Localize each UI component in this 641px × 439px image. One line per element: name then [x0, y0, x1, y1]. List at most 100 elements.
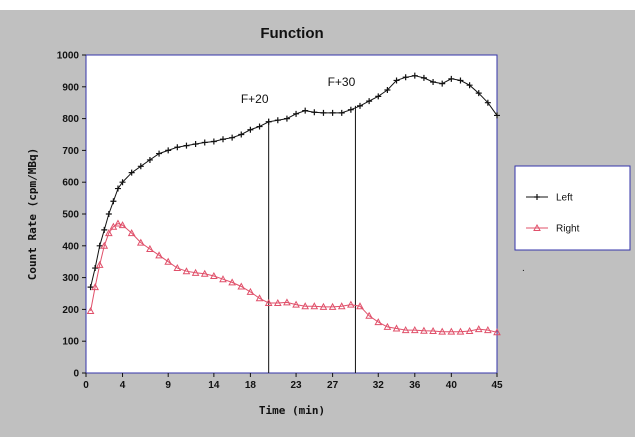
- x-tick-label: 32: [373, 380, 385, 391]
- x-axis-title: Time (min): [259, 404, 325, 417]
- data-point: [534, 194, 540, 200]
- plot-area: [85, 54, 498, 374]
- data-point: [201, 139, 208, 146]
- data-point: [220, 136, 226, 143]
- y-tick-label: 0: [73, 369, 79, 380]
- data-point: [183, 142, 190, 149]
- data-point: [448, 75, 455, 82]
- data-point: [311, 109, 318, 116]
- data-point: [310, 302, 319, 310]
- legend-item: Right: [526, 224, 580, 235]
- annotation-label: F+30: [328, 75, 356, 89]
- data-point: [439, 80, 446, 87]
- data-point: [256, 123, 263, 130]
- data-point: [401, 326, 410, 334]
- data-point: [173, 264, 182, 272]
- data-point: [319, 302, 328, 310]
- data-point: [210, 138, 217, 145]
- data-point: [155, 251, 163, 259]
- y-tick-label: 200: [62, 305, 79, 316]
- data-point: [328, 302, 337, 310]
- data-point: [494, 112, 500, 119]
- data-point: [466, 82, 473, 89]
- data-point: [475, 90, 482, 97]
- data-point: [228, 278, 236, 286]
- data-point: [119, 179, 126, 186]
- y-tick-label: 800: [62, 114, 79, 125]
- data-point: [118, 221, 127, 229]
- data-point: [493, 328, 501, 336]
- data-point: [347, 300, 355, 308]
- data-point: [192, 141, 199, 148]
- data-point: [191, 268, 200, 276]
- x-tick-label: 18: [245, 380, 257, 391]
- data-point: [329, 109, 336, 116]
- data-point: [384, 86, 391, 93]
- data-point: [292, 300, 300, 308]
- data-point: [127, 229, 136, 237]
- x-tick-label: 14: [208, 380, 220, 391]
- data-point: [411, 72, 418, 79]
- data-point: [104, 229, 113, 237]
- data-point: [393, 77, 400, 84]
- data-point: [174, 144, 181, 151]
- data-point: [338, 109, 345, 116]
- data-point: [165, 147, 172, 154]
- data-point: [429, 326, 437, 335]
- data-point: [410, 326, 419, 334]
- x-tick-label: 40: [446, 380, 458, 391]
- y-tick-label: 300: [62, 273, 79, 284]
- data-point: [210, 271, 218, 280]
- data-point: [100, 241, 109, 249]
- data-point: [430, 79, 437, 86]
- data-point: [146, 156, 153, 163]
- data-point: [136, 238, 145, 246]
- data-point: [533, 223, 541, 231]
- data-point: [114, 185, 121, 192]
- series-left: [87, 72, 500, 291]
- x-tick-label: 4: [120, 380, 126, 391]
- data-point: [255, 294, 264, 302]
- data-point: [283, 115, 290, 122]
- data-point: [474, 325, 483, 333]
- data-point: [438, 327, 447, 335]
- y-tick-label: 900: [62, 82, 79, 93]
- data-point: [92, 265, 99, 272]
- y-tick-label: 400: [62, 241, 79, 252]
- data-point: [293, 110, 300, 117]
- series-line: [90, 222, 498, 333]
- y-axis-title: Count Rate (cpm/MBq): [26, 148, 39, 280]
- data-point: [95, 260, 104, 268]
- x-tick-label: 36: [409, 380, 421, 391]
- data-point: [301, 302, 310, 310]
- data-point: [337, 302, 346, 310]
- data-point: [91, 283, 99, 291]
- data-point: [447, 327, 456, 335]
- chart-title: Function: [260, 25, 323, 42]
- x-tick-label: 23: [291, 380, 303, 391]
- data-point: [238, 131, 245, 138]
- data-point: [484, 326, 492, 334]
- data-point: [96, 242, 103, 249]
- data-point: [146, 244, 154, 252]
- data-point: [128, 169, 135, 176]
- legend-item: Left: [526, 193, 573, 204]
- legend-label: Left: [556, 193, 573, 204]
- annotations: F+20 F+30: [241, 75, 356, 373]
- data-point: [87, 284, 94, 291]
- data-point: [365, 311, 373, 319]
- data-point: [101, 226, 108, 233]
- data-point: [302, 107, 309, 114]
- x-tick-label: 27: [327, 380, 339, 391]
- data-point: [156, 150, 163, 157]
- data-point: [347, 106, 354, 113]
- legend-box: [514, 165, 631, 251]
- legend-label: Right: [556, 224, 580, 235]
- data-point: [273, 298, 282, 307]
- series-right: [86, 219, 501, 336]
- data-point: [137, 163, 144, 170]
- data-point: [164, 257, 173, 265]
- data-point: [357, 102, 363, 109]
- x-tick-label: 9: [165, 380, 171, 391]
